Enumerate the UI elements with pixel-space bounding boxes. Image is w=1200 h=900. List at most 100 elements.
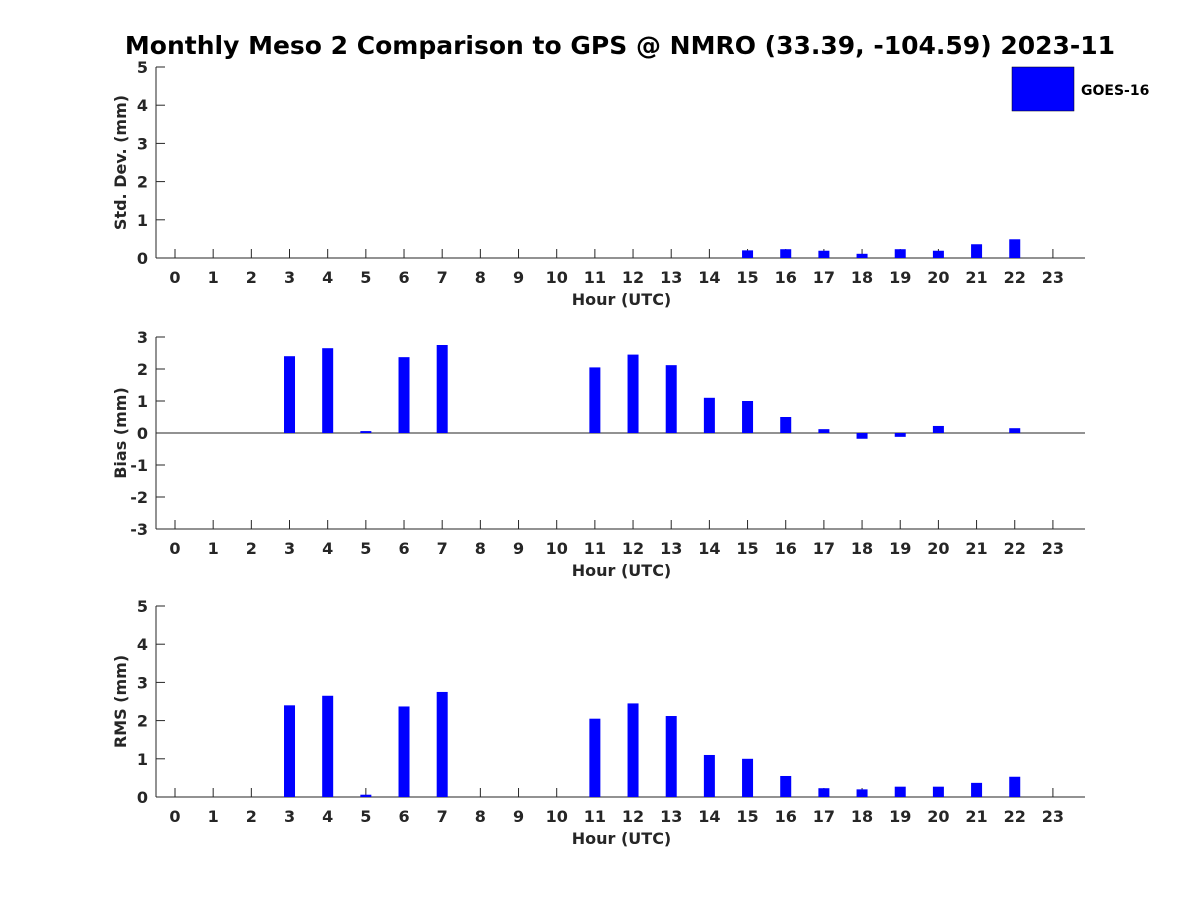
- x-tick-label: 16: [775, 268, 797, 287]
- x-tick-label: 23: [1042, 268, 1064, 287]
- x-tick-label: 3: [284, 807, 295, 826]
- bar: [971, 782, 983, 797]
- x-tick-label: 12: [622, 268, 644, 287]
- x-tick-label: 7: [437, 268, 448, 287]
- x-tick-label: 0: [169, 539, 180, 558]
- y-tick-label: 2: [137, 173, 148, 192]
- bar: [818, 250, 830, 258]
- y-tick-label: -1: [130, 456, 148, 475]
- x-tick-label: 2: [246, 539, 257, 558]
- y-tick-label: -2: [130, 488, 148, 507]
- x-tick-label: 0: [169, 807, 180, 826]
- y-axis-label: Bias (mm): [111, 387, 130, 479]
- bar: [818, 788, 830, 797]
- bar: [742, 401, 754, 433]
- bar: [627, 354, 639, 433]
- bar: [589, 367, 601, 433]
- bar: [703, 754, 715, 797]
- bar: [894, 249, 906, 258]
- x-tick-label: 5: [360, 807, 371, 826]
- x-tick-label: 1: [208, 539, 219, 558]
- y-tick-label: 0: [137, 249, 148, 268]
- x-tick-label: 12: [622, 539, 644, 558]
- bar: [971, 244, 983, 258]
- x-tick-label: 18: [851, 539, 873, 558]
- x-tick-label: 22: [1004, 268, 1026, 287]
- x-tick-label: 18: [851, 807, 873, 826]
- y-tick-label: 3: [137, 328, 148, 347]
- bar: [284, 356, 296, 433]
- x-tick-label: 17: [813, 268, 835, 287]
- x-axis-label: Hour (UTC): [572, 829, 672, 848]
- y-tick-label: 1: [137, 211, 148, 230]
- chart-title: Monthly Meso 2 Comparison to GPS @ NMRO …: [125, 31, 1115, 60]
- y-axis-label: Std. Dev. (mm): [111, 95, 130, 230]
- x-tick-label: 5: [360, 268, 371, 287]
- x-tick-label: 9: [513, 268, 524, 287]
- y-tick-label: 2: [137, 712, 148, 731]
- x-tick-label: 4: [322, 807, 333, 826]
- bar: [856, 789, 868, 797]
- x-tick-label: 22: [1004, 539, 1026, 558]
- x-tick-label: 7: [437, 807, 448, 826]
- x-tick-label: 21: [965, 268, 987, 287]
- bar: [780, 417, 792, 433]
- x-tick-label: 16: [775, 539, 797, 558]
- x-tick-label: 4: [322, 268, 333, 287]
- x-tick-label: 1: [208, 807, 219, 826]
- x-tick-label: 1: [208, 268, 219, 287]
- x-tick-label: 23: [1042, 539, 1064, 558]
- bar: [856, 253, 868, 258]
- x-tick-label: 20: [927, 268, 949, 287]
- bar: [703, 397, 715, 433]
- legend-swatch: [1011, 66, 1075, 112]
- x-tick-label: 13: [660, 539, 682, 558]
- y-tick-label: 5: [137, 597, 148, 616]
- x-tick-label: 14: [698, 539, 720, 558]
- x-tick-label: 17: [813, 807, 835, 826]
- x-tick-label: 12: [622, 807, 644, 826]
- x-tick-label: 2: [246, 268, 257, 287]
- x-tick-label: 21: [965, 807, 987, 826]
- x-tick-label: 23: [1042, 807, 1064, 826]
- x-tick-label: 9: [513, 807, 524, 826]
- bar: [742, 758, 754, 797]
- y-tick-label: 3: [137, 673, 148, 692]
- x-tick-label: 13: [660, 268, 682, 287]
- x-tick-label: 18: [851, 268, 873, 287]
- y-tick-label: 2: [137, 360, 148, 379]
- bar: [284, 705, 296, 797]
- bar: [894, 786, 906, 797]
- x-tick-label: 15: [736, 539, 758, 558]
- x-tick-label: 0: [169, 268, 180, 287]
- bar: [436, 345, 448, 433]
- legend: GOES-16: [1011, 66, 1149, 112]
- bar: [1009, 776, 1021, 797]
- x-tick-label: 19: [889, 268, 911, 287]
- bar: [1009, 428, 1021, 433]
- bar: [780, 249, 792, 258]
- x-tick-label: 20: [927, 539, 949, 558]
- x-tick-label: 21: [965, 539, 987, 558]
- bar: [932, 425, 944, 433]
- bar: [322, 695, 334, 797]
- x-tick-label: 3: [284, 268, 295, 287]
- bar: [780, 775, 792, 797]
- y-tick-label: 1: [137, 750, 148, 769]
- x-tick-label: 10: [546, 268, 568, 287]
- bar: [398, 357, 410, 433]
- bar: [856, 433, 868, 439]
- bar: [360, 431, 372, 433]
- x-tick-label: 19: [889, 807, 911, 826]
- x-tick-label: 3: [284, 539, 295, 558]
- x-tick-label: 10: [546, 539, 568, 558]
- x-tick-label: 6: [398, 268, 409, 287]
- x-tick-label: 16: [775, 807, 797, 826]
- bar: [932, 250, 944, 258]
- x-tick-label: 4: [322, 539, 333, 558]
- x-tick-label: 15: [736, 807, 758, 826]
- x-tick-label: 11: [584, 539, 606, 558]
